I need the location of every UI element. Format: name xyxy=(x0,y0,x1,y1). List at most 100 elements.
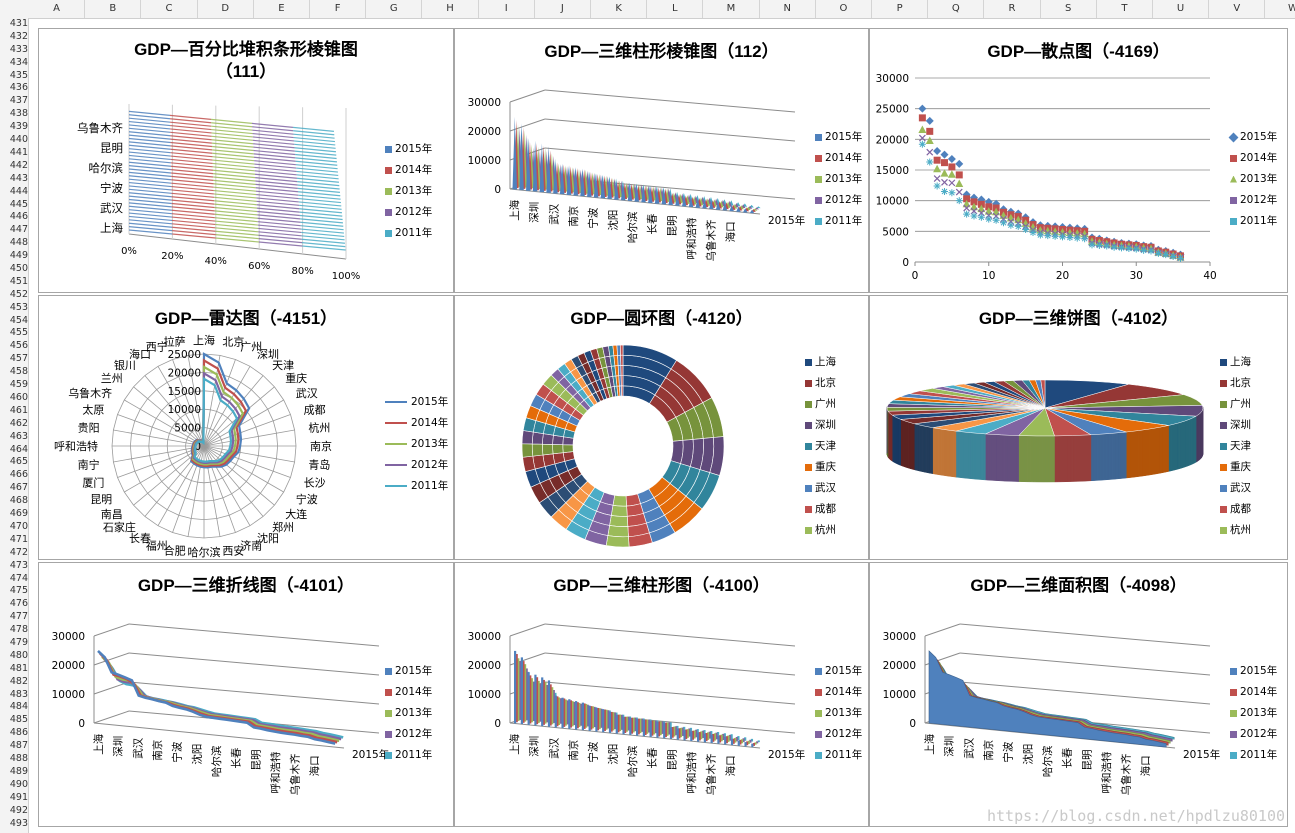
column-header-N[interactable]: N xyxy=(760,0,816,18)
chart-panel-3d-line[interactable]: GDP—三维折线图（-4101） 30000 20000 10000 0 上海 深圳 武汉南… xyxy=(38,562,454,827)
chart-panel-scatter[interactable]: GDP—散点图（-4169） 30000 25000 20000 15000 10000… xyxy=(869,28,1288,293)
row-header-457[interactable]: 457 xyxy=(9,353,28,365)
row-header-452[interactable]: 452 xyxy=(9,288,28,300)
row-header-488[interactable]: 488 xyxy=(9,753,28,765)
row-header-431[interactable]: 431 xyxy=(9,18,28,29)
row-header-472[interactable]: 472 xyxy=(9,546,28,558)
column-header-L[interactable]: L xyxy=(647,0,704,18)
row-header-434[interactable]: 434 xyxy=(9,56,28,68)
row-header-490[interactable]: 490 xyxy=(9,778,28,790)
row-header-432[interactable]: 432 xyxy=(9,30,28,42)
row-header-465[interactable]: 465 xyxy=(9,456,28,468)
column-header-P[interactable]: P xyxy=(872,0,929,18)
row-header-443[interactable]: 443 xyxy=(9,172,28,184)
row-header-485[interactable]: 485 xyxy=(9,714,28,726)
column-header-D[interactable]: D xyxy=(198,0,254,18)
row-header-468[interactable]: 468 xyxy=(9,495,28,507)
column-header-G[interactable]: G xyxy=(366,0,423,18)
row-header-454[interactable]: 454 xyxy=(9,314,28,326)
row-header-447[interactable]: 447 xyxy=(9,224,28,236)
row-header-487[interactable]: 487 xyxy=(9,740,28,752)
row-header-474[interactable]: 474 xyxy=(9,572,28,584)
row-header-484[interactable]: 484 xyxy=(9,701,28,713)
column-header-W[interactable]: W xyxy=(1265,0,1295,18)
row-header-492[interactable]: 492 xyxy=(9,804,28,816)
column-header-A[interactable]: A xyxy=(29,0,86,18)
row-header-471[interactable]: 471 xyxy=(9,533,28,545)
row-header-489[interactable]: 489 xyxy=(9,765,28,777)
column-header-B[interactable]: B xyxy=(85,0,142,18)
row-header-491[interactable]: 491 xyxy=(9,791,28,803)
row-header-473[interactable]: 473 xyxy=(9,559,28,571)
row-header-453[interactable]: 453 xyxy=(9,301,28,313)
chart-panel-3d-pie[interactable]: GDP—三维饼图（-4102） 上海 北京 广州 深圳 天津 重庆 武汉 成都 杭州 xyxy=(869,295,1288,560)
chart-panel-radar[interactable]: GDP—雷达图（-4151） 上海 北京 广州 深圳 天津 重庆 武汉 成都 杭州 南京 青岛 长沙宁… xyxy=(38,295,454,560)
row-header-464[interactable]: 464 xyxy=(9,443,28,455)
column-header-R[interactable]: R xyxy=(984,0,1041,18)
row-header-475[interactable]: 475 xyxy=(9,585,28,597)
row-header-450[interactable]: 450 xyxy=(9,263,28,275)
pyramid-bar-segment xyxy=(215,234,259,240)
row-header-463[interactable]: 463 xyxy=(9,430,28,442)
row-header-435[interactable]: 435 xyxy=(9,69,28,81)
row-header-486[interactable]: 486 xyxy=(9,727,28,739)
chart-panel-doughnut[interactable]: GDP—圆环图（-4120） 上海 北京 广州 深圳 天津 重庆 武汉 成都 杭州 xyxy=(454,295,869,560)
row-header-446[interactable]: 446 xyxy=(9,211,28,223)
column-header-Q[interactable]: Q xyxy=(928,0,985,18)
chart-panel-3d-column[interactable]: GDP—三维柱形图（-4100） 30000 20000 10000 0 上海 深圳 武汉南… xyxy=(454,562,869,827)
row-header-437[interactable]: 437 xyxy=(9,95,28,107)
row-header-470[interactable]: 470 xyxy=(9,520,28,532)
row-header-477[interactable]: 477 xyxy=(9,611,28,623)
column-header-U[interactable]: U xyxy=(1153,0,1210,18)
column-header-O[interactable]: O xyxy=(816,0,872,18)
row-header-439[interactable]: 439 xyxy=(9,121,28,133)
row-header-461[interactable]: 461 xyxy=(9,404,28,416)
column-header-M[interactable]: M xyxy=(703,0,760,18)
column-header-V[interactable]: V xyxy=(1209,0,1266,18)
legend-label: 2012年 xyxy=(1240,728,1278,740)
row-header-467[interactable]: 467 xyxy=(9,482,28,494)
row-header-456[interactable]: 456 xyxy=(9,340,28,352)
chart-panel-3d-cone-column[interactable]: GDP—三维柱形棱锥图（112） 30000 20000 10000 0 上海 深圳 武汉南… xyxy=(454,28,869,293)
row-header-438[interactable]: 438 xyxy=(9,108,28,120)
chart-panel-pyramid-bar[interactable]: GDP—百分比堆积条形棱锥图 （111） 0% 20% 40% 60% 80% 100% 乌鲁… xyxy=(38,28,454,293)
column-header-K[interactable]: K xyxy=(591,0,648,18)
column-header-F[interactable]: F xyxy=(310,0,367,18)
row-header-449[interactable]: 449 xyxy=(9,250,28,262)
row-header-478[interactable]: 478 xyxy=(9,624,28,636)
row-header-481[interactable]: 481 xyxy=(9,662,28,674)
column-header-I[interactable]: I xyxy=(479,0,535,18)
column-header-C[interactable]: C xyxy=(141,0,198,18)
column-header-H[interactable]: H xyxy=(422,0,479,18)
row-header-480[interactable]: 480 xyxy=(9,649,28,661)
worksheet-grid[interactable]: GDP—百分比堆积条形棱锥图 （111） 0% 20% 40% 60% 80% 100% 乌鲁… xyxy=(29,19,1295,833)
row-header-458[interactable]: 458 xyxy=(9,366,28,378)
row-header-482[interactable]: 482 xyxy=(9,675,28,687)
row-header-476[interactable]: 476 xyxy=(9,598,28,610)
row-header-444[interactable]: 444 xyxy=(9,185,28,197)
row-header-479[interactable]: 479 xyxy=(9,636,28,648)
row-header-483[interactable]: 483 xyxy=(9,688,28,700)
row-header-459[interactable]: 459 xyxy=(9,379,28,391)
row-header-441[interactable]: 441 xyxy=(9,146,28,158)
row-header-442[interactable]: 442 xyxy=(9,159,28,171)
column-header-J[interactable]: J xyxy=(535,0,591,18)
row-header-440[interactable]: 440 xyxy=(9,134,28,146)
row-header-433[interactable]: 433 xyxy=(9,43,28,55)
row-header-436[interactable]: 436 xyxy=(9,82,28,94)
row-header-445[interactable]: 445 xyxy=(9,198,28,210)
row-header-469[interactable]: 469 xyxy=(9,508,28,520)
row-header-460[interactable]: 460 xyxy=(9,391,28,403)
pyramid-bar-segment xyxy=(295,160,338,166)
legend-swatch xyxy=(815,217,822,225)
row-header-462[interactable]: 462 xyxy=(9,417,28,429)
row-header-451[interactable]: 451 xyxy=(9,275,28,287)
column-header-E[interactable]: E xyxy=(254,0,310,18)
row-header-448[interactable]: 448 xyxy=(9,237,28,249)
row-header-493[interactable]: 493 xyxy=(9,817,28,829)
chart-panel-3d-area[interactable]: GDP—三维面积图（-4098） 30000 20000 10000 0 上海 深圳 武汉南… xyxy=(869,562,1288,827)
row-header-455[interactable]: 455 xyxy=(9,327,28,339)
row-header-466[interactable]: 466 xyxy=(9,469,28,481)
column-header-S[interactable]: S xyxy=(1041,0,1097,18)
column-header-T[interactable]: T xyxy=(1097,0,1153,18)
